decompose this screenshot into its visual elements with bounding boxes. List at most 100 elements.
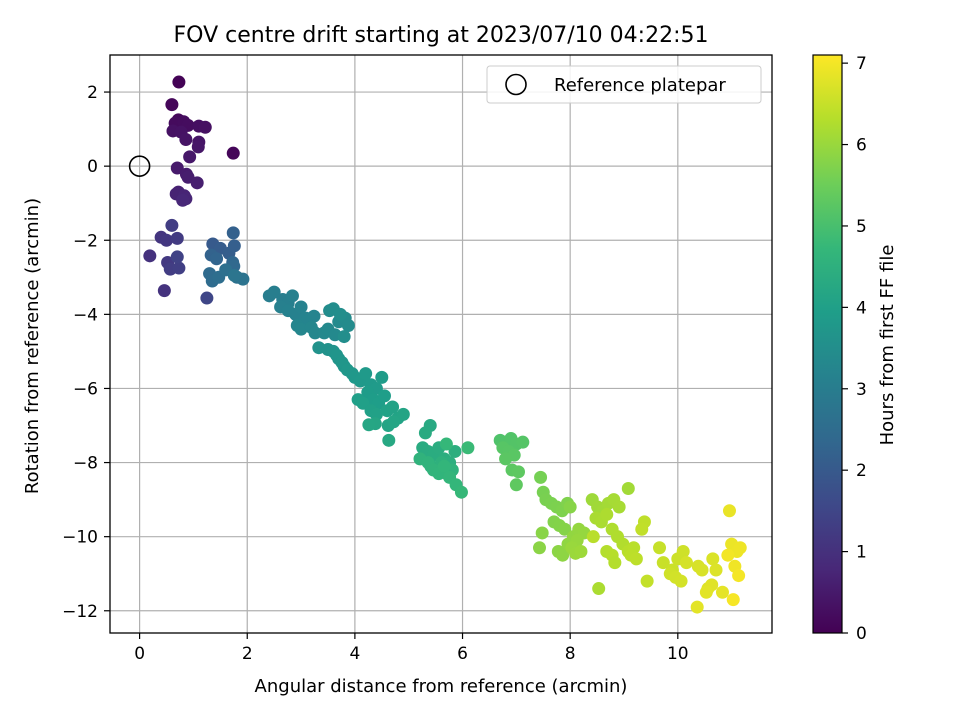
reference-platepar-marker bbox=[128, 155, 151, 177]
data-point bbox=[534, 470, 548, 484]
data-point bbox=[226, 146, 240, 160]
colorbar: 0 1 2 3 4 5 6 7 bbox=[812, 54, 867, 644]
colorbar-tick-label: 6 bbox=[856, 136, 867, 156]
data-point bbox=[726, 593, 740, 607]
data-point bbox=[516, 435, 530, 449]
data-point bbox=[635, 522, 649, 536]
data-point bbox=[532, 541, 546, 555]
axes: 0 2 4 6 8 10 2 0 −2 −4 −6 −8 −10 −12 bbox=[62, 54, 773, 664]
data-point bbox=[226, 226, 240, 240]
data-point bbox=[722, 504, 736, 518]
y-tick-label: −12 bbox=[62, 602, 98, 622]
data-point bbox=[418, 426, 432, 440]
data-point bbox=[608, 556, 622, 570]
data-point bbox=[170, 250, 184, 264]
data-point bbox=[396, 407, 410, 421]
data-point bbox=[333, 307, 347, 321]
data-point bbox=[359, 367, 373, 381]
data-point bbox=[437, 459, 451, 473]
data-point bbox=[674, 574, 688, 588]
data-point bbox=[448, 444, 462, 458]
colorbar-label: Hours from first FF file bbox=[877, 245, 898, 446]
data-point bbox=[337, 330, 351, 344]
colorbar-tick-label: 5 bbox=[856, 217, 867, 237]
data-point bbox=[170, 231, 184, 245]
data-point bbox=[558, 522, 572, 536]
data-point bbox=[706, 552, 720, 566]
y-tick-label: −2 bbox=[73, 231, 98, 251]
data-point bbox=[640, 574, 654, 588]
data-point bbox=[653, 541, 667, 555]
data-point bbox=[190, 176, 204, 190]
data-point bbox=[612, 500, 626, 514]
data-point bbox=[227, 239, 241, 253]
data-point bbox=[191, 140, 205, 154]
data-point bbox=[157, 284, 171, 298]
data-point bbox=[586, 530, 600, 544]
data-point bbox=[294, 300, 308, 314]
legend-marker bbox=[505, 73, 527, 96]
data-point bbox=[454, 485, 468, 499]
data-point bbox=[387, 415, 401, 429]
data-point bbox=[512, 465, 526, 479]
y-tick-label: 0 bbox=[87, 157, 98, 177]
colorbar-tick-label: 4 bbox=[856, 298, 867, 318]
data-point bbox=[732, 569, 746, 583]
y-tick-label: −6 bbox=[73, 379, 98, 399]
x-axis-label: Angular distance from reference (arcmin) bbox=[255, 676, 628, 697]
x-tick-label: 10 bbox=[667, 644, 689, 664]
data-point bbox=[308, 326, 322, 340]
data-point bbox=[439, 437, 453, 451]
data-point bbox=[227, 268, 241, 282]
colorbar-tick-label: 1 bbox=[856, 543, 867, 563]
data-point bbox=[656, 556, 670, 570]
data-point bbox=[172, 75, 186, 89]
data-points bbox=[128, 75, 747, 614]
legend-box bbox=[486, 65, 762, 104]
data-point bbox=[294, 322, 308, 336]
data-point bbox=[200, 291, 214, 305]
data-point bbox=[629, 552, 643, 566]
data-point bbox=[165, 218, 179, 232]
data-point bbox=[600, 507, 614, 521]
data-point bbox=[341, 318, 355, 332]
data-point bbox=[695, 563, 709, 577]
data-point bbox=[509, 478, 523, 492]
y-tick-label: −10 bbox=[62, 528, 98, 548]
data-point bbox=[172, 261, 186, 275]
x-tick-label: 6 bbox=[457, 644, 468, 664]
data-point bbox=[375, 370, 389, 384]
colorbar-tick-label: 3 bbox=[856, 380, 867, 400]
data-point bbox=[499, 452, 513, 466]
x-tick-label: 0 bbox=[134, 644, 145, 664]
data-point bbox=[676, 544, 690, 558]
data-point bbox=[210, 252, 224, 266]
data-point bbox=[179, 132, 193, 146]
data-point bbox=[621, 482, 635, 495]
colorbar-tick-label: 0 bbox=[856, 624, 867, 644]
data-point bbox=[285, 289, 299, 303]
data-point bbox=[382, 433, 396, 447]
y-axis-label: Rotation from reference (arcmin) bbox=[22, 198, 43, 494]
colorbar-tick-label: 2 bbox=[856, 461, 867, 481]
data-point bbox=[362, 418, 376, 432]
data-point bbox=[574, 544, 588, 558]
x-tick-label: 2 bbox=[242, 644, 253, 664]
data-point bbox=[535, 526, 549, 540]
data-point bbox=[176, 193, 190, 207]
data-point bbox=[699, 585, 713, 599]
data-point bbox=[556, 548, 570, 562]
data-point bbox=[377, 389, 391, 403]
grid bbox=[110, 55, 772, 633]
data-point bbox=[461, 441, 475, 455]
colorbar-gradient bbox=[812, 54, 843, 634]
data-point bbox=[715, 585, 729, 599]
data-point bbox=[690, 600, 704, 614]
plot-frame bbox=[109, 54, 773, 634]
data-point bbox=[198, 120, 212, 134]
data-point bbox=[165, 98, 179, 112]
data-point bbox=[143, 249, 157, 263]
y-tick-label: −8 bbox=[73, 454, 98, 474]
data-point bbox=[170, 161, 184, 175]
